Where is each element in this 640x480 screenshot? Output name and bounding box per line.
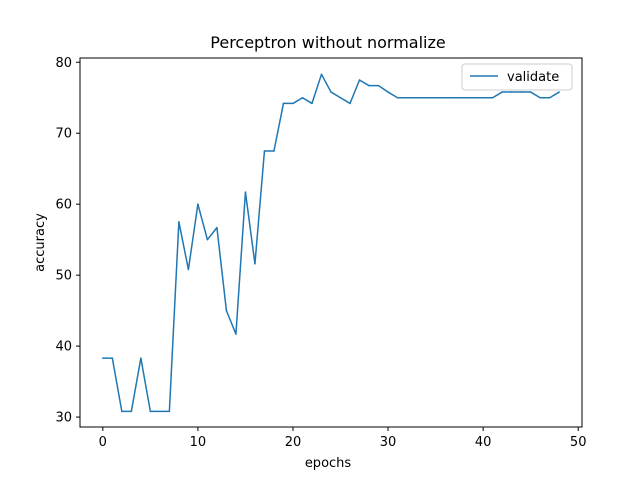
legend-box [461,63,573,91]
data-point [263,150,266,152]
data-point [216,226,218,229]
data-point [339,96,342,99]
data-point [187,268,190,271]
axis-ticks: 0 10 20 30 40 50 30 40 50 60 70 80 [55,56,586,450]
x-tick-label: 30 [380,435,397,450]
data-point [548,96,551,99]
data-point [444,96,446,99]
data-point [121,410,123,413]
data-point [254,263,256,265]
x-tick-label: 0 [99,435,107,450]
data-point [206,238,209,241]
data-point [358,79,361,81]
data-point [140,357,142,359]
y-tick-label: 60 [55,198,72,213]
data-point [368,84,370,87]
data-point [149,410,152,413]
data-point [396,96,399,99]
data-point [520,91,522,93]
data-point [159,410,161,413]
data-point [235,333,237,335]
data-point [301,96,304,99]
data-point [292,102,294,105]
data-point [244,191,247,193]
data-point [539,96,541,99]
data-point [425,96,427,99]
data-point [377,84,380,87]
data-point [529,91,532,93]
chart-title: Perceptron without normalize [210,33,445,52]
data-point [102,357,104,359]
legend: validate [461,63,573,91]
y-tick-label: 40 [55,340,72,355]
data-point [453,96,456,99]
data-point [491,96,494,99]
data-point [273,150,275,152]
data-point [282,102,285,105]
data-point [225,309,228,312]
data-point [330,91,332,93]
data-point [311,102,313,105]
data-point [178,221,180,223]
data-point [463,96,465,99]
data-point [320,73,323,76]
data-point [510,91,513,93]
data-point [482,96,484,99]
data-point [197,203,199,205]
x-tick-label: 40 [475,435,492,450]
x-axis-label: epochs [305,456,352,471]
axes-frame [79,57,583,428]
data-point [111,357,114,359]
y-tick-label: 70 [55,127,72,142]
legend-label-validate: validate [507,70,559,85]
y-tick-label: 80 [55,56,72,71]
y-axis-label: accuracy [33,213,48,272]
x-tick-label: 50 [570,435,587,450]
data-point [168,410,171,413]
data-point [415,96,418,99]
y-tick-label: 50 [55,269,72,284]
data-point [349,102,351,105]
data-point [130,410,133,413]
data-point [472,96,475,99]
plot-area [102,73,560,413]
x-tick-label: 10 [190,435,207,450]
data-point [434,96,437,99]
data-point [406,96,408,99]
data-point [387,91,389,93]
y-tick-label: 30 [55,411,72,426]
data-point [501,91,503,93]
x-tick-label: 20 [285,435,302,450]
data-point [558,91,560,93]
